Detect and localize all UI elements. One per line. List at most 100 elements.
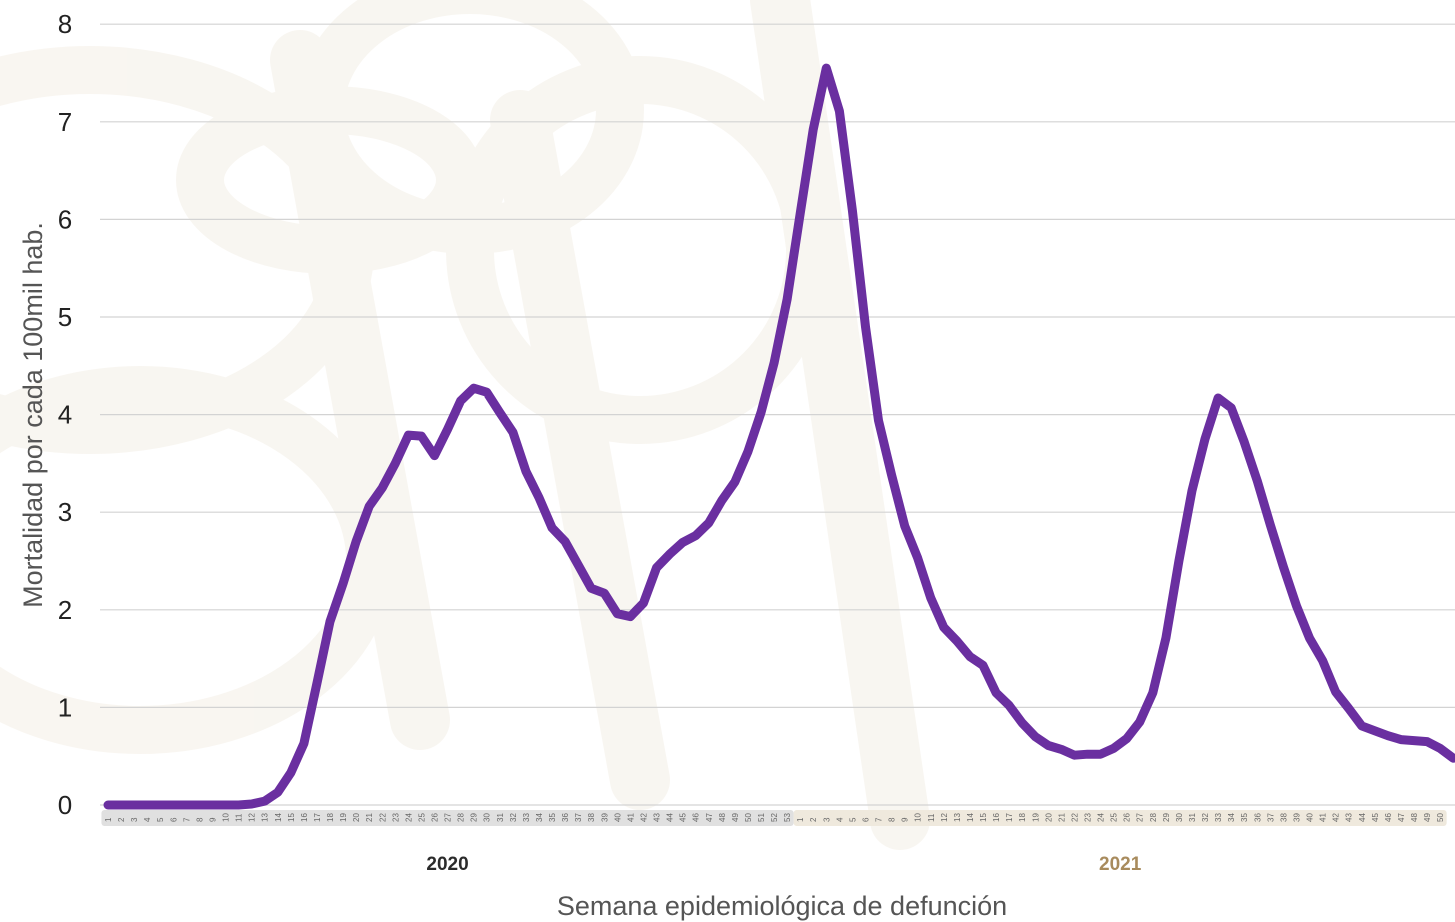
x-tick-label: 42	[1332, 813, 1341, 822]
x-tick-label: 30	[1175, 813, 1184, 822]
x-tick-label: 6	[169, 817, 178, 822]
x-tick-label: 14	[966, 813, 975, 822]
x-tick-label: 43	[653, 813, 662, 822]
x-tick-label: 25	[417, 813, 426, 822]
x-tick-label: 27	[444, 813, 453, 822]
x-tick-label: 42	[639, 813, 648, 822]
x-tick-label: 24	[1097, 813, 1106, 822]
x-tick-label: 20	[352, 813, 361, 822]
y-tick-label: 7	[58, 107, 72, 137]
x-tick-label: 43	[1345, 813, 1354, 822]
x-tick-label: 33	[522, 813, 531, 822]
x-tick-label: 1	[796, 817, 805, 822]
x-tick-label: 10	[222, 813, 231, 822]
x-tick-label: 15	[979, 813, 988, 822]
year-band-2021	[793, 810, 1447, 826]
x-tick-label: 3	[822, 817, 831, 822]
x-tick-label: 4	[143, 817, 152, 822]
x-tick-label: 46	[1384, 813, 1393, 822]
x-tick-label: 2	[809, 817, 818, 822]
x-tick-label: 17	[1005, 813, 1014, 822]
x-tick-label: 47	[705, 813, 714, 822]
x-tick-label: 21	[1057, 813, 1066, 822]
x-tick-label: 6	[861, 817, 870, 822]
x-tick-label: 35	[1240, 813, 1249, 822]
x-tick-label: 16	[300, 813, 309, 822]
pattern-stroke	[750, 0, 930, 850]
x-tick-label: 33	[1214, 813, 1223, 822]
x-tick-label: 48	[1410, 813, 1419, 822]
x-tick-label: 23	[391, 813, 400, 822]
x-tick-label: 13	[261, 813, 270, 822]
x-tick-label: 32	[1201, 813, 1210, 822]
x-tick-label: 45	[679, 813, 688, 822]
x-tick-label: 1	[104, 817, 113, 822]
x-tick-label: 38	[587, 813, 596, 822]
x-tick-label: 29	[470, 813, 479, 822]
x-tick-label: 50	[744, 813, 753, 822]
x-tick-label: 52	[770, 813, 779, 822]
x-tick-label: 14	[274, 813, 283, 822]
x-tick-label: 22	[378, 813, 387, 822]
x-tick-label: 7	[182, 817, 191, 822]
x-tick-label: 11	[927, 813, 936, 822]
year-band-2020	[101, 810, 794, 826]
x-tick-label: 19	[1031, 813, 1040, 822]
x-tick-label: 28	[457, 813, 466, 822]
x-tick-label: 26	[1123, 813, 1132, 822]
x-tick-label: 30	[483, 813, 492, 822]
x-axis-label: Semana epidemiológica de defunción	[557, 891, 1007, 921]
x-tick-label: 4	[835, 817, 844, 822]
x-tick-label: 35	[548, 813, 557, 822]
x-tick-label: 41	[1319, 813, 1328, 822]
x-tick-label: 37	[574, 813, 583, 822]
x-tick-label: 18	[326, 813, 335, 822]
x-tick-label: 16	[992, 813, 1001, 822]
y-tick-label: 6	[58, 204, 72, 234]
x-tick-label: 8	[888, 817, 897, 822]
x-axis-year-bands	[101, 810, 1447, 826]
y-tick-label: 3	[58, 497, 72, 527]
x-tick-label: 38	[1279, 813, 1288, 822]
x-tick-label: 5	[848, 817, 857, 822]
x-tick-label: 44	[666, 813, 675, 822]
y-tick-label: 2	[58, 595, 72, 625]
y-tick-label: 0	[58, 790, 72, 820]
x-tick-label: 27	[1136, 813, 1145, 822]
x-tick-label: 10	[914, 813, 923, 822]
x-tick-label: 23	[1084, 813, 1093, 822]
x-tick-label: 49	[731, 813, 740, 822]
x-tick-label: 26	[431, 813, 440, 822]
x-tick-label: 25	[1110, 813, 1119, 822]
x-tick-label: 9	[208, 817, 217, 822]
x-tick-label: 34	[535, 813, 544, 822]
x-tick-label: 9	[901, 817, 910, 822]
x-tick-label: 15	[287, 813, 296, 822]
x-tick-label: 28	[1149, 813, 1158, 822]
x-tick-label: 2	[117, 817, 126, 822]
x-tick-label: 49	[1423, 813, 1432, 822]
x-tick-label: 7	[875, 817, 884, 822]
x-tick-label: 36	[1253, 813, 1262, 822]
series-line	[103, 63, 1455, 810]
year-label-2021: 2021	[1099, 854, 1142, 875]
y-tick-label: 1	[58, 692, 72, 722]
x-tick-label: 34	[1227, 813, 1236, 822]
x-tick-label: 45	[1371, 813, 1380, 822]
x-tick-label: 50	[1436, 813, 1445, 822]
x-tick-label: 40	[1306, 813, 1315, 822]
x-tick-label: 48	[718, 813, 727, 822]
y-tick-label: 4	[58, 400, 72, 430]
x-tick-label: 12	[940, 813, 949, 822]
x-tick-label: 31	[496, 813, 505, 822]
x-tick-label: 17	[313, 813, 322, 822]
x-tick-label: 36	[561, 813, 570, 822]
x-tick-label: 11	[235, 813, 244, 822]
y-tick-label: 5	[58, 302, 72, 332]
x-tick-label: 31	[1188, 813, 1197, 822]
x-tick-label: 29	[1162, 813, 1171, 822]
y-axis-label: Mortalidad por cada 100mil hab.	[18, 222, 48, 608]
x-tick-label: 40	[613, 813, 622, 822]
